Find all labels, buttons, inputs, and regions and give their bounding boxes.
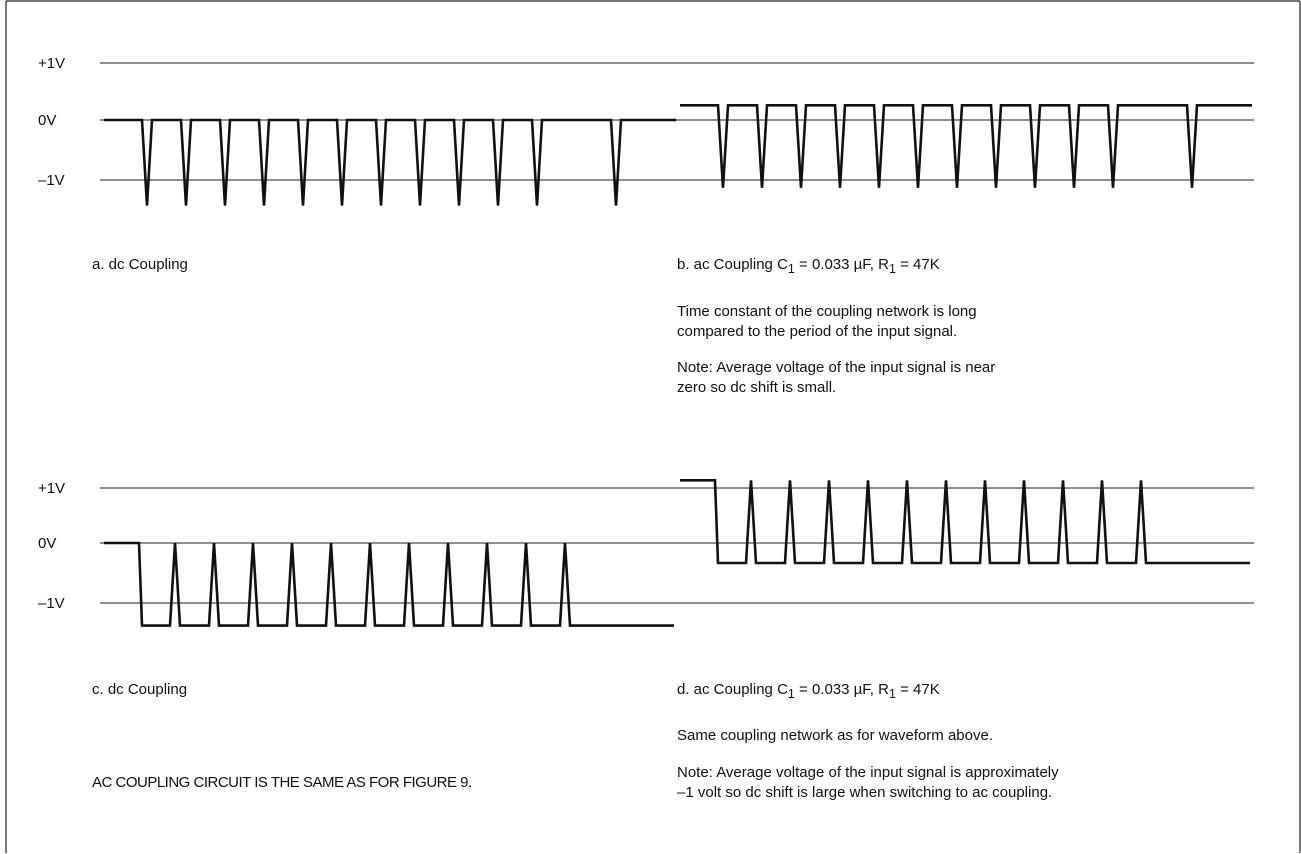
caption-b-sub2: 1	[888, 262, 896, 276]
caption-d-sub1: 1	[787, 687, 795, 701]
caption-d-note1: Same coupling network as for waveform ab…	[677, 727, 993, 744]
waveform-b-ac-coupling	[680, 104, 1252, 188]
waveform-a-dc-coupling	[104, 118, 676, 206]
caption-b-note1-line1: Time constant of the coupling network is…	[677, 303, 977, 320]
caption-b-note1-line2: compared to the period of the input sign…	[677, 323, 958, 340]
caption-a: a. dc Coupling	[92, 256, 188, 273]
caption-d-suffix: = 47K	[895, 681, 940, 698]
caption-d-sub2: 1	[888, 687, 896, 701]
bottom-label-plus1v: +1V	[38, 480, 66, 497]
waveform-c-dc-coupling	[104, 541, 674, 627]
caption-b-suffix: = 47K	[895, 256, 940, 273]
caption-b-mid: = 0.033 µF, R	[794, 256, 889, 273]
top-label-minus1v: –1V	[38, 172, 65, 189]
top-reference-lines	[100, 62, 1254, 181]
caption-b: b. ac Coupling C1 = 0.033 µF, R1 = 47K	[677, 255, 940, 279]
caption-d: d. ac Coupling C1 = 0.033 µF, R1 = 47K	[677, 680, 940, 704]
caption-d-mid: = 0.033 µF, R	[794, 681, 889, 698]
top-label-0v: 0V	[38, 112, 57, 129]
caption-d-note2-line1: Note: Average voltage of the input signa…	[677, 764, 1059, 781]
bottom-reference-lines	[100, 487, 1254, 604]
bottom-label-minus1v: –1V	[38, 595, 65, 612]
caption-b-note2-line2: zero so dc shift is small.	[677, 379, 837, 396]
top-label-plus1v: +1V	[38, 55, 66, 72]
caption-c: c. dc Coupling	[92, 681, 188, 698]
caption-d-prefix: d. ac Coupling C	[677, 681, 788, 698]
bottom-label-0v: 0V	[38, 535, 57, 552]
caption-b-prefix: b. ac Coupling C	[677, 256, 788, 273]
waveform-d-ac-coupling	[680, 478, 1250, 565]
caption-b-sub1: 1	[787, 262, 795, 276]
caption-d-note2-line2: –1 volt so dc shift is large when switch…	[677, 784, 1053, 801]
footer-note: AC COUPLING CIRCUIT IS THE SAME AS FOR F…	[92, 774, 472, 791]
caption-b-note2-line1: Note: Average voltage of the input signa…	[677, 359, 996, 376]
